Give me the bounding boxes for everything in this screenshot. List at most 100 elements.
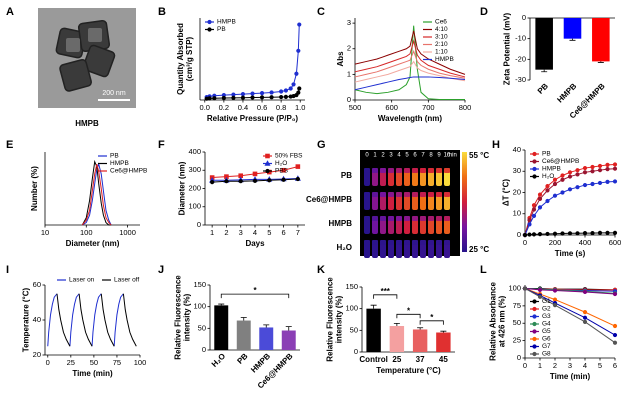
y-tick-label: 0 xyxy=(517,230,521,239)
legend-label: HMPB xyxy=(435,56,454,63)
error-bar xyxy=(263,324,270,328)
significance-bracket xyxy=(373,294,398,299)
marker xyxy=(537,192,543,197)
legend-label: PB xyxy=(217,26,226,33)
marker xyxy=(532,329,537,334)
marker xyxy=(605,167,610,172)
marker xyxy=(545,188,550,193)
y-tick-label: 0 xyxy=(354,347,358,356)
tube-top xyxy=(420,216,426,221)
y-axis-label: intensity (%) xyxy=(183,293,192,341)
series-line xyxy=(354,30,466,75)
x-tick-label: 3 xyxy=(239,228,243,237)
x-tick-label: 1.0 xyxy=(295,103,305,112)
marker xyxy=(252,178,258,183)
marker xyxy=(294,71,299,76)
marker xyxy=(582,289,588,295)
tube-top xyxy=(404,168,410,173)
marker xyxy=(612,340,618,345)
series-line xyxy=(56,293,137,347)
marker xyxy=(582,230,588,236)
error-bar xyxy=(285,326,292,331)
x-tick-label: 400 xyxy=(579,238,592,247)
marker xyxy=(250,95,255,100)
panel-label: D xyxy=(480,6,488,18)
legend-label: 4:10 xyxy=(435,26,448,33)
series-line xyxy=(354,76,466,91)
panel-label: G xyxy=(317,139,326,151)
y-tick-label: 50 xyxy=(198,323,206,332)
tube-top xyxy=(404,240,410,245)
x-tick-label: 10 xyxy=(41,228,49,237)
marker xyxy=(612,179,618,184)
marker xyxy=(552,288,558,293)
y-tick-label: 400 xyxy=(188,147,201,156)
error-bar xyxy=(417,327,424,330)
significance-bracket xyxy=(419,320,444,325)
tube-top xyxy=(404,192,410,197)
marker xyxy=(240,91,246,97)
legend-label: G2 xyxy=(542,306,551,313)
significance-label: * xyxy=(253,286,257,295)
time-label: 1 xyxy=(373,153,377,159)
error-bar xyxy=(393,323,400,326)
x-tick-label: 45 xyxy=(439,355,448,364)
marker xyxy=(560,190,565,195)
time-unit: min xyxy=(447,153,457,159)
tube-top xyxy=(388,240,394,245)
time-label: 2 xyxy=(381,153,385,159)
y-tick-label: 60 xyxy=(33,280,41,289)
marker xyxy=(267,178,272,183)
marker xyxy=(582,165,588,171)
panel-label: K xyxy=(317,264,325,276)
marker xyxy=(605,230,610,235)
marker xyxy=(527,232,532,237)
x-tick-label: PB xyxy=(536,81,550,95)
legend-label: 3:10 xyxy=(435,34,448,41)
series-line xyxy=(81,164,112,226)
x-tick-label: 1000 xyxy=(119,228,136,237)
y-axis-label: Zeta Potential (mV) xyxy=(503,12,512,85)
tube-top xyxy=(396,216,402,221)
y-axis-label: Quantity Absorbed xyxy=(176,23,185,95)
x-tick-label: 600 xyxy=(609,238,622,247)
marker xyxy=(537,205,543,210)
marker xyxy=(575,168,580,173)
marker xyxy=(560,177,565,182)
x-tick-label: 2 xyxy=(224,228,228,237)
y-tick-label: -10 xyxy=(515,34,526,43)
time-label: 5 xyxy=(405,153,409,159)
marker xyxy=(612,323,618,329)
x-tick-label: 25 xyxy=(67,358,75,367)
marker xyxy=(212,96,217,101)
x-tick-label: 0.6 xyxy=(257,103,267,112)
x-tick-label: H₂O xyxy=(210,352,227,369)
bar xyxy=(236,320,251,350)
image-caption: HMPB xyxy=(75,119,99,128)
tube-top xyxy=(444,216,450,221)
y-tick-label: 100 xyxy=(345,304,358,313)
marker xyxy=(527,218,532,223)
tube-top xyxy=(364,168,370,173)
tube-top xyxy=(372,240,378,245)
time-label: 10 xyxy=(444,153,451,159)
marker xyxy=(297,86,302,91)
marker xyxy=(590,230,595,236)
x-axis-label: Time (min) xyxy=(72,369,113,378)
tube-top xyxy=(428,216,434,221)
x-tick-label: 6 xyxy=(613,361,617,370)
x-axis-label: Time (min) xyxy=(550,372,591,381)
y-tick-label: 200 xyxy=(188,183,201,192)
x-tick-label: 4 xyxy=(253,228,257,237)
x-tick-label: 25 xyxy=(392,355,401,364)
tube-top xyxy=(428,192,434,197)
y-axis-label: Number (%) xyxy=(30,166,39,211)
time-label: 9 xyxy=(437,153,441,159)
time-label: 7 xyxy=(421,153,425,159)
color-scale xyxy=(462,152,467,252)
y-axis-label: Temperature (°C) xyxy=(22,287,31,352)
marker xyxy=(567,231,573,236)
x-tick-label: 800 xyxy=(459,103,472,112)
marker xyxy=(605,162,610,167)
x-tick-label: 5 xyxy=(598,361,602,370)
